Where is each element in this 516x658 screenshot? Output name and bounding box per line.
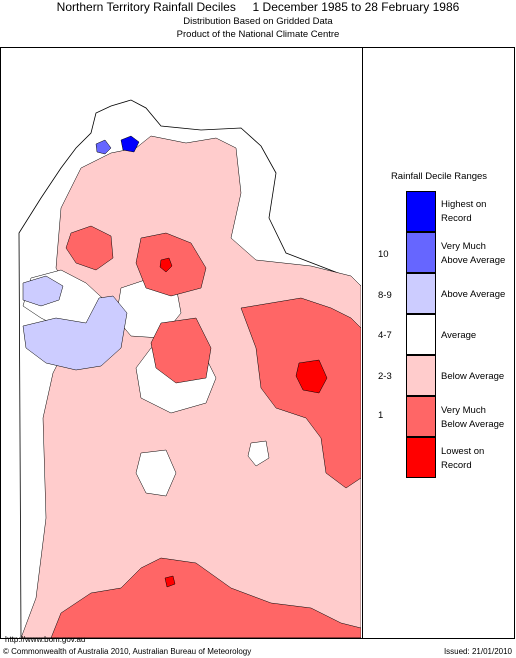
decile-range-4-7: 4-7 bbox=[378, 330, 392, 341]
legend-swatch-highest-on-record bbox=[406, 191, 436, 232]
legend-swatch-average bbox=[406, 314, 436, 355]
decile-range-2-3: 2-3 bbox=[378, 371, 392, 382]
very-much-below-average-south bbox=[50, 557, 361, 638]
legend-label-very-much-above-line2: Above Average bbox=[441, 255, 506, 266]
legend-label-very-much-below-line2: Below Average bbox=[441, 419, 505, 430]
lowest-on-record-south bbox=[164, 575, 176, 588]
map-title: Northern Territory Rainfall Deciles 1 De… bbox=[56, 0, 460, 14]
highest-on-record-patch bbox=[120, 135, 140, 153]
legend-swatch-lowest-on-record bbox=[406, 437, 436, 478]
legend-divider bbox=[362, 47, 363, 639]
legend-label-above-average: Above Average bbox=[441, 289, 506, 300]
map-frame bbox=[0, 47, 515, 639]
average-patch-east-small bbox=[247, 440, 270, 467]
legend-label-very-much-below-line1: Very Much bbox=[441, 405, 486, 416]
decile-range-1: 1 bbox=[378, 410, 384, 421]
legend-label-lowest-line1: Lowest on bbox=[441, 446, 485, 457]
legend-swatch-very-much-below bbox=[406, 396, 436, 437]
legend-label-very-much-above-line1: Very Much bbox=[441, 241, 486, 252]
legend-swatch-above-average bbox=[406, 273, 436, 314]
legend-title: Rainfall Decile Ranges bbox=[390, 171, 488, 182]
footer-url[interactable]: http://www.bom.gov.au bbox=[5, 635, 86, 644]
legend-label-below-average: Below Average bbox=[441, 371, 505, 382]
footer-issued-date: Issued: 21/01/2010 bbox=[443, 647, 512, 656]
very-much-above-average-patch bbox=[95, 139, 112, 155]
legend-label-highest-line2: Record bbox=[441, 213, 472, 224]
footer-copyright: © Commonwealth of Australia 2010, Austra… bbox=[3, 647, 252, 656]
very-much-below-average-north bbox=[65, 225, 114, 271]
rainfall-map bbox=[18, 99, 361, 638]
above-average-patch-west bbox=[22, 295, 128, 371]
map-subtitle-product: Product of the National Climate Centre bbox=[176, 29, 340, 40]
legend-label-lowest-line2: Record bbox=[441, 460, 472, 471]
legend-label-highest-line1: Highest on bbox=[441, 199, 487, 210]
very-much-below-average-east bbox=[240, 297, 361, 489]
very-much-below-average-central bbox=[150, 317, 212, 384]
legend-swatch-below-average bbox=[406, 355, 436, 396]
decile-range-10: 10 bbox=[378, 249, 389, 260]
map-subtitle-distribution: Distribution Based on Gridded Data bbox=[183, 16, 333, 27]
lowest-on-record-east bbox=[295, 359, 328, 394]
legend-label-average: Average bbox=[441, 330, 477, 341]
lowest-on-record-north bbox=[159, 257, 173, 273]
average-patch-south-small bbox=[135, 449, 177, 497]
decile-range-8-9: 8-9 bbox=[378, 290, 392, 301]
above-average-patch-northwest bbox=[22, 275, 64, 307]
legend-swatch-very-much-above bbox=[406, 232, 436, 273]
